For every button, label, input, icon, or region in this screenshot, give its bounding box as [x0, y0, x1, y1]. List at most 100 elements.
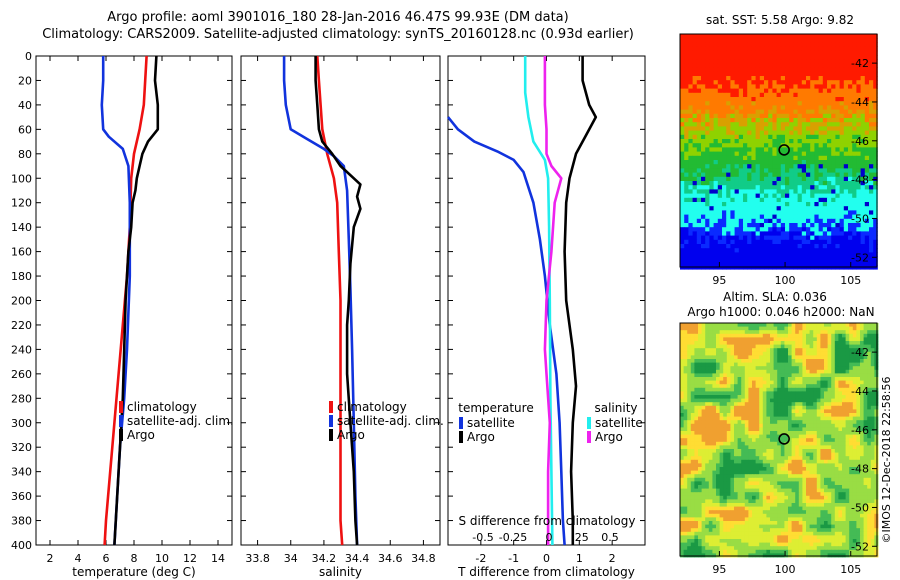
map-cell — [772, 248, 777, 253]
map-cell — [744, 326, 749, 331]
map-cell — [737, 323, 742, 327]
map-cell — [722, 214, 727, 220]
map-cell — [801, 244, 807, 249]
map-cell — [802, 330, 807, 335]
map-cell — [722, 151, 727, 157]
map-cell — [798, 434, 803, 439]
map-cell — [860, 341, 864, 345]
map-cell — [709, 210, 714, 215]
map-cell — [759, 122, 765, 127]
map-cell — [780, 423, 785, 428]
map-cell — [722, 210, 727, 215]
map-cell — [842, 409, 846, 414]
map-cell — [843, 118, 849, 123]
map-cell — [690, 337, 695, 342]
map-cell — [791, 348, 796, 353]
map-cell — [827, 252, 832, 257]
map-cell — [690, 434, 695, 439]
map-cell — [738, 122, 744, 127]
map-cell — [755, 126, 761, 131]
map-cell — [822, 46, 828, 52]
map-cell — [845, 380, 850, 385]
map-cell — [835, 118, 840, 123]
map-cell — [696, 71, 702, 77]
map-cell — [795, 344, 800, 349]
map-cell — [835, 256, 840, 262]
map-cell — [864, 126, 870, 131]
map-cell — [831, 395, 836, 399]
map-cell — [713, 101, 719, 106]
map-cell — [831, 337, 836, 342]
map-cell — [873, 101, 878, 106]
map-cell — [835, 76, 840, 81]
map-cell — [726, 449, 731, 453]
map-cell — [748, 326, 753, 331]
map-cell — [813, 395, 818, 399]
map-cell — [743, 55, 748, 60]
map-cell — [687, 387, 692, 392]
map-cell — [860, 147, 866, 152]
map-cell — [780, 118, 786, 123]
map-cell — [802, 438, 807, 443]
map-cell — [870, 452, 875, 457]
map-cell — [688, 109, 693, 115]
map-cell — [722, 155, 727, 161]
map-cell — [743, 130, 748, 136]
map-cell — [776, 181, 782, 186]
map-cell — [839, 256, 845, 262]
x-tick-label: 6 — [103, 552, 110, 565]
map-cell — [776, 46, 782, 52]
map-cell — [780, 431, 785, 435]
map-cell — [818, 260, 824, 266]
map-cell — [780, 402, 785, 407]
map-cell — [734, 193, 740, 199]
map-cell — [843, 256, 849, 262]
map-cell — [816, 438, 821, 443]
map-cell — [831, 445, 836, 450]
map-cell — [831, 402, 836, 407]
map-cell — [845, 344, 850, 349]
map-cell — [712, 355, 717, 360]
map-cell — [688, 256, 693, 262]
map-y-tick-label: -50 — [851, 212, 869, 225]
map-cell — [737, 344, 742, 349]
map-cell — [692, 218, 698, 224]
map-cell — [827, 351, 832, 356]
map-cell — [814, 97, 819, 102]
map-cell — [696, 105, 702, 110]
map-cell — [680, 218, 685, 224]
map-cell — [873, 147, 878, 152]
map-cell — [764, 147, 769, 152]
map-cell — [867, 427, 872, 432]
map-cell — [864, 176, 870, 182]
map-cell — [852, 50, 857, 56]
map-cell — [717, 210, 723, 215]
map-cell — [793, 168, 798, 173]
map-cell — [831, 122, 836, 127]
map-cell — [864, 113, 870, 119]
map-cell — [870, 323, 875, 327]
map-cell — [772, 143, 777, 148]
map-cell — [759, 113, 765, 119]
map-cell — [730, 362, 735, 367]
map-cell — [764, 239, 769, 245]
map-cell — [780, 109, 786, 115]
map-cell — [789, 181, 794, 186]
map-cell — [874, 391, 879, 396]
map-cell — [701, 402, 706, 407]
map-cell — [831, 67, 836, 73]
map-cell — [755, 109, 761, 115]
map-cell — [683, 369, 688, 374]
map-cell — [873, 160, 878, 165]
map-cell — [744, 405, 749, 410]
map-cell — [694, 413, 699, 417]
map-cell — [759, 139, 765, 144]
map-cell — [772, 118, 777, 123]
map-cell — [860, 113, 866, 119]
map-cell — [827, 405, 832, 410]
map-cell — [852, 172, 857, 178]
map-cell — [688, 92, 693, 98]
map-cell — [708, 431, 713, 435]
map-cell — [701, 155, 706, 161]
x-tick-label: 8 — [131, 552, 138, 565]
